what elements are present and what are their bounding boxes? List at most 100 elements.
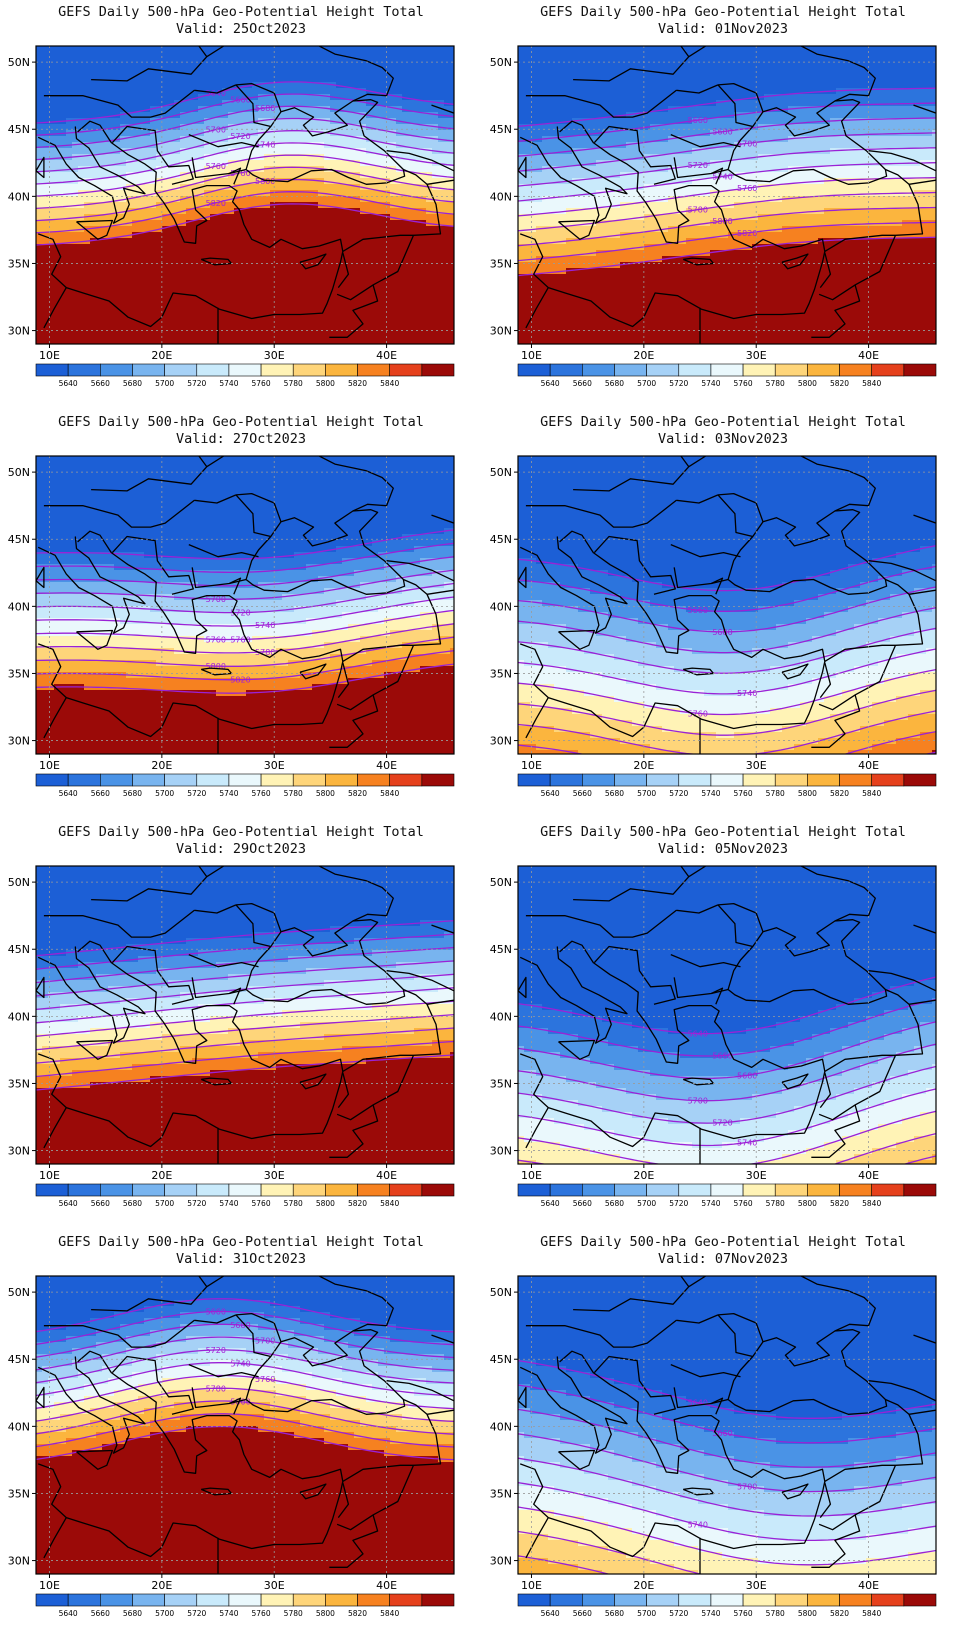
colorbar-label: 5740: [701, 789, 720, 798]
map-plot: 5700 5720 5740 5760 5760 5780 5800 5820 10E 20E 30…: [8, 455, 455, 798]
coastline-path: [670, 953, 741, 968]
contour-labels: 5640 5660 5700 5740: [688, 1399, 758, 1530]
coastline-path: [711, 987, 724, 1005]
colorbar-label: 5760: [252, 379, 271, 388]
colorbar-label: 5760: [252, 1199, 271, 1208]
coastline-path: [824, 578, 924, 662]
axes: 10E 20E 30E 40E 50N 45N 40N 35N 30N: [490, 466, 879, 772]
lon-tick-label: 20E: [633, 1169, 654, 1182]
colorbar: 5640 5660 5680 5700 5720 5740 5760 5780 5800 5820…: [35, 773, 455, 798]
coastline-path: [518, 156, 527, 179]
colorbar-label: 5780: [284, 379, 303, 388]
colorbar-label: 5780: [766, 789, 785, 798]
coastline-path: [43, 697, 67, 739]
colorbar-label: 5800: [798, 379, 817, 388]
coastline-path: [711, 577, 724, 595]
contour-label: 5720: [230, 132, 250, 141]
colorbar-swatch: [614, 363, 647, 377]
coastline-path: [191, 157, 247, 179]
axes: 10E 20E 30E 40E 50N 45N 40N 35N 30N: [490, 876, 879, 1182]
coastline-path: [299, 253, 327, 270]
coastline-path: [191, 1387, 247, 1409]
coastline-path: [670, 543, 741, 558]
colorbar-swatch: [839, 1183, 872, 1197]
colorbar-swatch: [807, 773, 840, 787]
contour-line: [518, 191, 936, 232]
coastline-path: [43, 1517, 67, 1559]
contour-label: 5660: [688, 116, 708, 125]
colorbar-swatch: [549, 1593, 583, 1607]
contour-labels: 5660 5680 5700 5720 5740 5760 5780 5800 5820: [688, 116, 758, 238]
colorbar-label: 5720: [669, 379, 688, 388]
coastline-path: [194, 494, 237, 504]
coastline-path: [676, 1314, 719, 1324]
colorbar-swatch: [710, 1183, 744, 1197]
colorbar-label: 5700: [155, 1199, 174, 1208]
colorbar-label: 5660: [573, 1609, 592, 1618]
colorbar-swatch: [646, 773, 680, 787]
coastline-path: [337, 1072, 350, 1108]
coastline-path: [337, 1482, 350, 1518]
coastline-path: [43, 909, 195, 938]
contour-label: 5760: [206, 162, 226, 171]
colorbar-label: 5780: [766, 1199, 785, 1208]
colorbar-swatch: [517, 773, 551, 787]
colorbar: 5640 5660 5680 5700 5720 5740 5760 5780 5800 5820…: [35, 1183, 455, 1208]
coastline-path: [245, 919, 406, 1005]
contour-lines: [518, 87, 936, 277]
contour-line: [36, 142, 454, 185]
colorbar-label: 5680: [123, 1199, 142, 1208]
panel-valid-date: Valid: 03Nov2023: [482, 431, 964, 448]
colorbar-swatch: [35, 1183, 69, 1197]
contour-line: [36, 1387, 454, 1423]
colorbar-label: 5720: [669, 1199, 688, 1208]
contour-line: [518, 1359, 936, 1419]
coastline-path: [824, 988, 924, 1072]
coastline-path: [811, 1104, 861, 1158]
colorbar-swatch: [228, 363, 262, 377]
contour-line: [36, 529, 454, 560]
contour-label: 5680: [255, 104, 275, 113]
lon-tick-label: 40E: [858, 349, 879, 362]
coastline-path: [299, 663, 327, 680]
colorbar-swatch: [132, 363, 165, 377]
contour-line: [36, 1374, 454, 1410]
colorbar-label: 5720: [187, 789, 206, 798]
contour-line: [36, 178, 454, 222]
coastline-path: [519, 126, 628, 224]
map-plot: 5640 5660 5700 5740 10E 20E 30E 40E 50N 45N 40N 35N…: [490, 1275, 937, 1618]
coastline-path: [337, 662, 350, 698]
coastline-path: [198, 46, 208, 58]
coastline-path: [525, 1319, 677, 1348]
coastline-path: [593, 125, 676, 185]
contour-line: [518, 221, 936, 262]
contour-label: 5680: [712, 628, 732, 637]
contour-line: [36, 105, 454, 149]
colorbar: 5640 5660 5680 5700 5720 5740 5760 5780 5800 5820…: [517, 773, 937, 798]
coastline-path: [235, 904, 271, 948]
map-plot: 5660 5680 5700 5720 5740 5760 5780 5800 10E 20E 30…: [8, 1275, 455, 1618]
colorbar-swatch: [196, 773, 230, 787]
lon-tick-label: 30E: [264, 349, 285, 362]
contour-line: [36, 203, 454, 246]
contour-line: [36, 166, 454, 210]
contour-line: [36, 1336, 454, 1371]
contour-label: 5700: [737, 1482, 757, 1491]
colorbar-label: 5820: [830, 789, 849, 798]
map-panel: 10E 20E 30E 40E 50N 45N 40N 35N 30N 5640 5660 5680 5…: [0, 820, 482, 1230]
height-field: [518, 46, 936, 344]
colorbar-label: 5680: [123, 379, 142, 388]
panel-title-main: GEFS Daily 500-hPa Geo-Potential Height …: [482, 1234, 964, 1251]
contour-line: [36, 1413, 454, 1448]
coastlines: [518, 1276, 936, 1574]
colorbar-label: 5640: [541, 379, 560, 388]
colorbar-swatch: [389, 1593, 423, 1607]
colorbar-swatch: [164, 1593, 198, 1607]
coastline-path: [76, 219, 114, 240]
colorbar-label: 5760: [252, 789, 271, 798]
coastline-path: [868, 1380, 936, 1402]
colorbar-swatch: [517, 1183, 551, 1197]
contour-label: 5640: [688, 1399, 708, 1408]
lat-tick-label: 30N: [8, 1555, 30, 1568]
coastline-path: [198, 456, 208, 468]
